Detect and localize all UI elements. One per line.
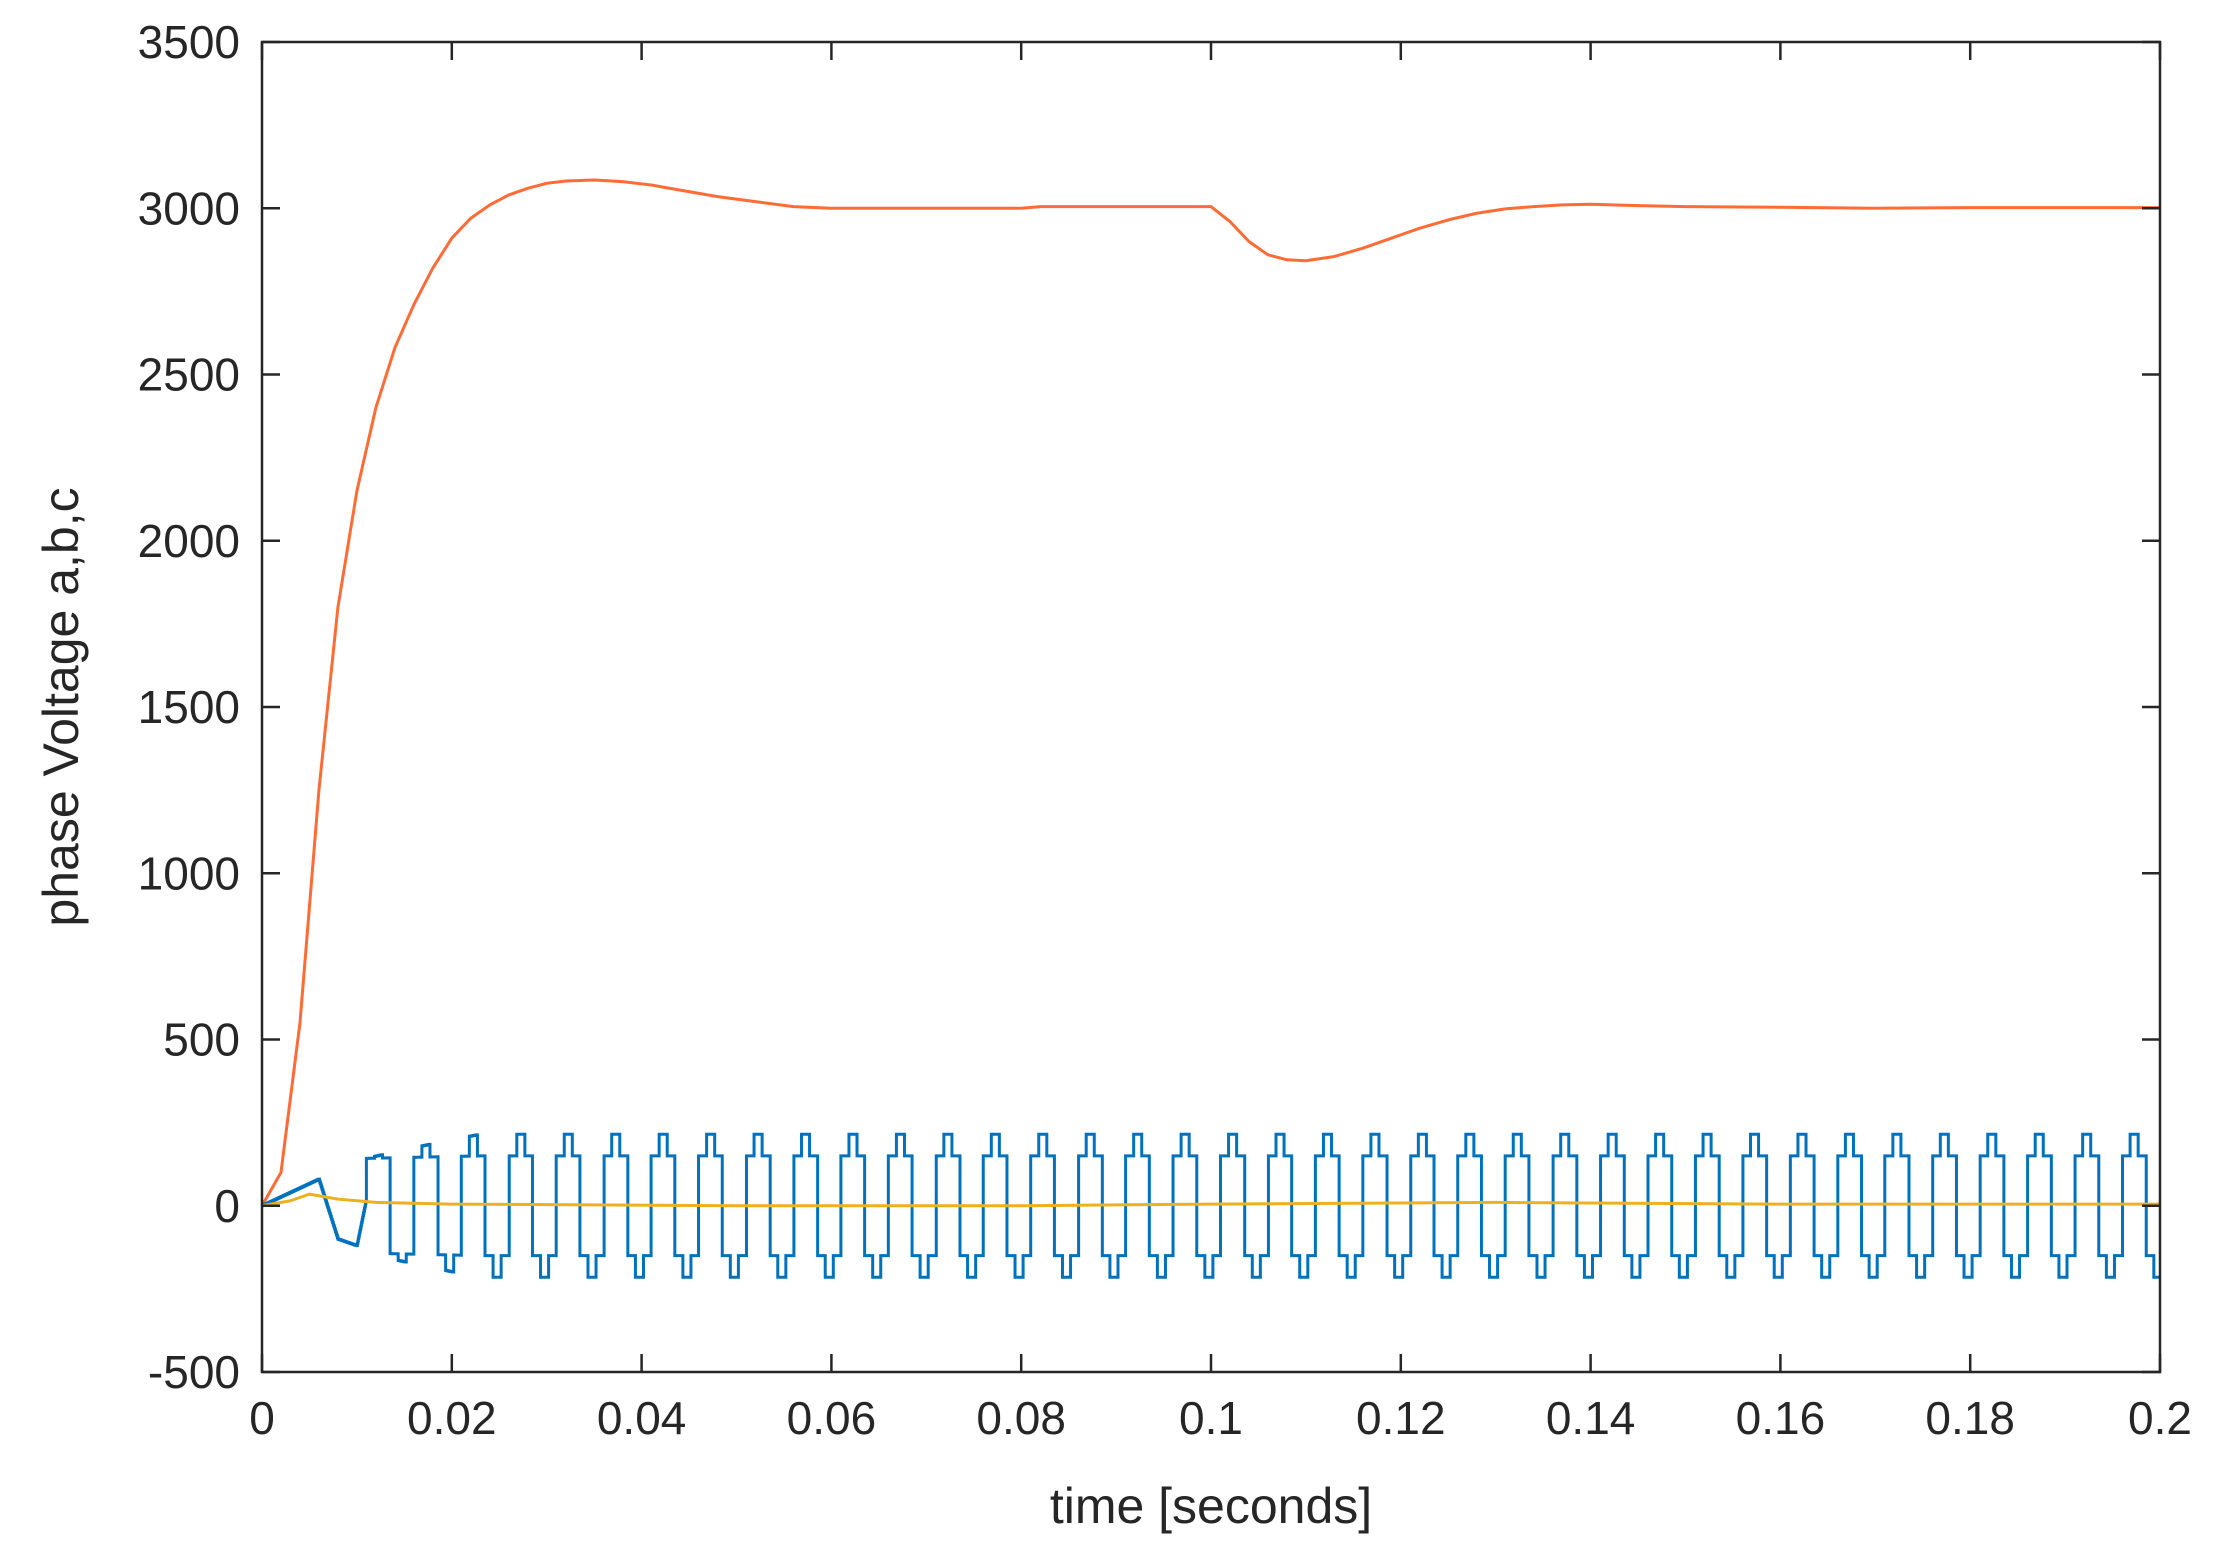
x-tick-label: 0.1 [1179,1392,1243,1444]
x-tick-label: 0.04 [597,1392,687,1444]
series-line-orange [260,178,2160,1207]
x-tick-label: 0.16 [1736,1392,1826,1444]
x-tick-label: 0.2 [2128,1392,2192,1444]
y-tick-label: 0 [214,1180,240,1232]
y-tick-label: 500 [163,1014,240,1066]
plot-area [260,40,2162,1374]
x-tick-label: 0.18 [1925,1392,2015,1444]
x-tick-label: 0.08 [976,1392,1066,1444]
y-tick-label: 2500 [138,349,240,401]
y-tick-label: 1000 [138,847,240,899]
y-tick-label: 2000 [138,515,240,567]
x-tick-labels: 0 0.02 0.04 0.06 0.08 0.1 0.12 0.14 0.16 0.18 0.2 [249,1392,2192,1444]
y-tick-labels: -500 0 500 1000 1500 2000 2500 3000 3500 [138,16,240,1398]
x-tick-label: 0.06 [787,1392,877,1444]
x-tick-label: 0.14 [1546,1392,1636,1444]
x-tick-label: 0.02 [407,1392,497,1444]
x-tick-label: 0 [249,1392,275,1444]
y-tick-label: 3000 [138,182,240,234]
series-line-yellow [261,1192,2160,1208]
y-tick-label: 1500 [138,681,240,733]
x-tick-label: 0.12 [1356,1392,1446,1444]
y-tick-label: -500 [148,1346,240,1398]
y-axis-label: phase Voltage a,b,c [33,487,89,926]
x-axis-label: time [seconds] [1050,1478,1372,1534]
y-tick-label: 3500 [138,16,240,68]
axes-background [262,42,2160,1372]
series-line-blue [260,1132,2160,1279]
axes-box [260,40,2162,1374]
series-layer [260,178,2160,1279]
